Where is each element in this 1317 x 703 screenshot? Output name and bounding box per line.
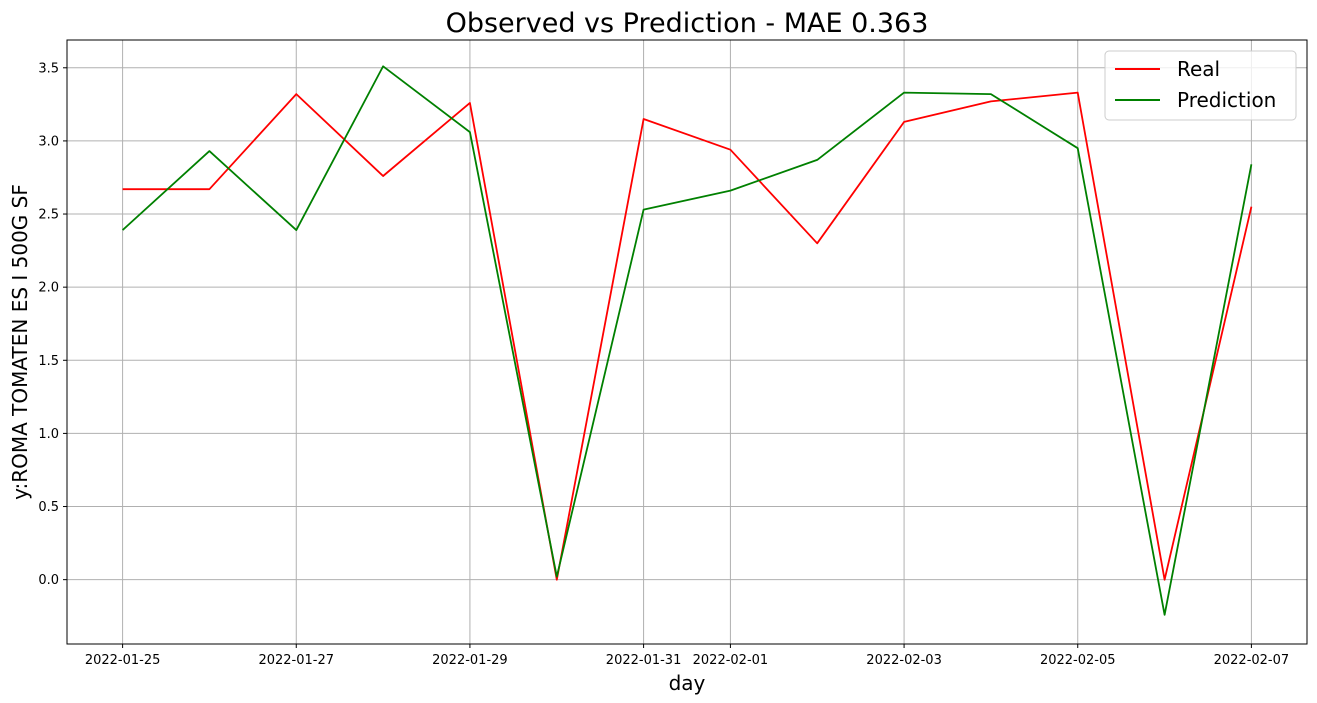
y-tick-label: 1.0 — [38, 427, 59, 442]
x-axis-label: day — [669, 671, 706, 695]
x-tick-label: 2022-01-31 — [606, 653, 682, 668]
legend: Real Prediction — [1104, 50, 1297, 121]
series-lines — [121, 65, 1253, 616]
x-tick-label: 2022-02-03 — [866, 653, 942, 668]
y-tick-label: 0.0 — [38, 573, 59, 588]
plot-area-frame — [66, 39, 1308, 645]
y-tick-label: 2.0 — [38, 281, 59, 296]
series-line-prediction — [121, 65, 1253, 616]
x-tick-label: 2022-02-01 — [693, 653, 769, 668]
y-tick-label: 3.5 — [38, 61, 59, 76]
y-axis-ticks: 0.0 0.5 1.0 1.5 2.0 2.5 3.0 3.5 — [38, 61, 67, 588]
y-tick-label: 0.5 — [38, 500, 59, 515]
chart-title: Observed vs Prediction - MAE 0.363 — [446, 8, 929, 39]
x-tick-label: 2022-01-27 — [258, 653, 334, 668]
x-tick-label: 2022-01-29 — [432, 653, 508, 668]
y-tick-label: 2.5 — [38, 208, 59, 223]
y-tick-label: 1.5 — [38, 354, 59, 369]
x-tick-label: 2022-01-25 — [85, 653, 161, 668]
grid — [67, 40, 1307, 644]
y-axis-label: y:ROMA TOMATEN ES I 500G SF — [8, 184, 32, 500]
legend-label-prediction: Prediction — [1177, 88, 1276, 112]
x-axis-ticks: 2022-01-25 2022-01-27 2022-01-29 2022-01-31… — [85, 644, 1289, 668]
y-tick-label: 3.0 — [38, 134, 59, 149]
x-tick-label: 2022-02-05 — [1040, 653, 1116, 668]
x-tick-label: 2022-02-07 — [1214, 653, 1290, 668]
legend-label-real: Real — [1177, 57, 1220, 81]
series-line-real — [122, 91, 1253, 581]
